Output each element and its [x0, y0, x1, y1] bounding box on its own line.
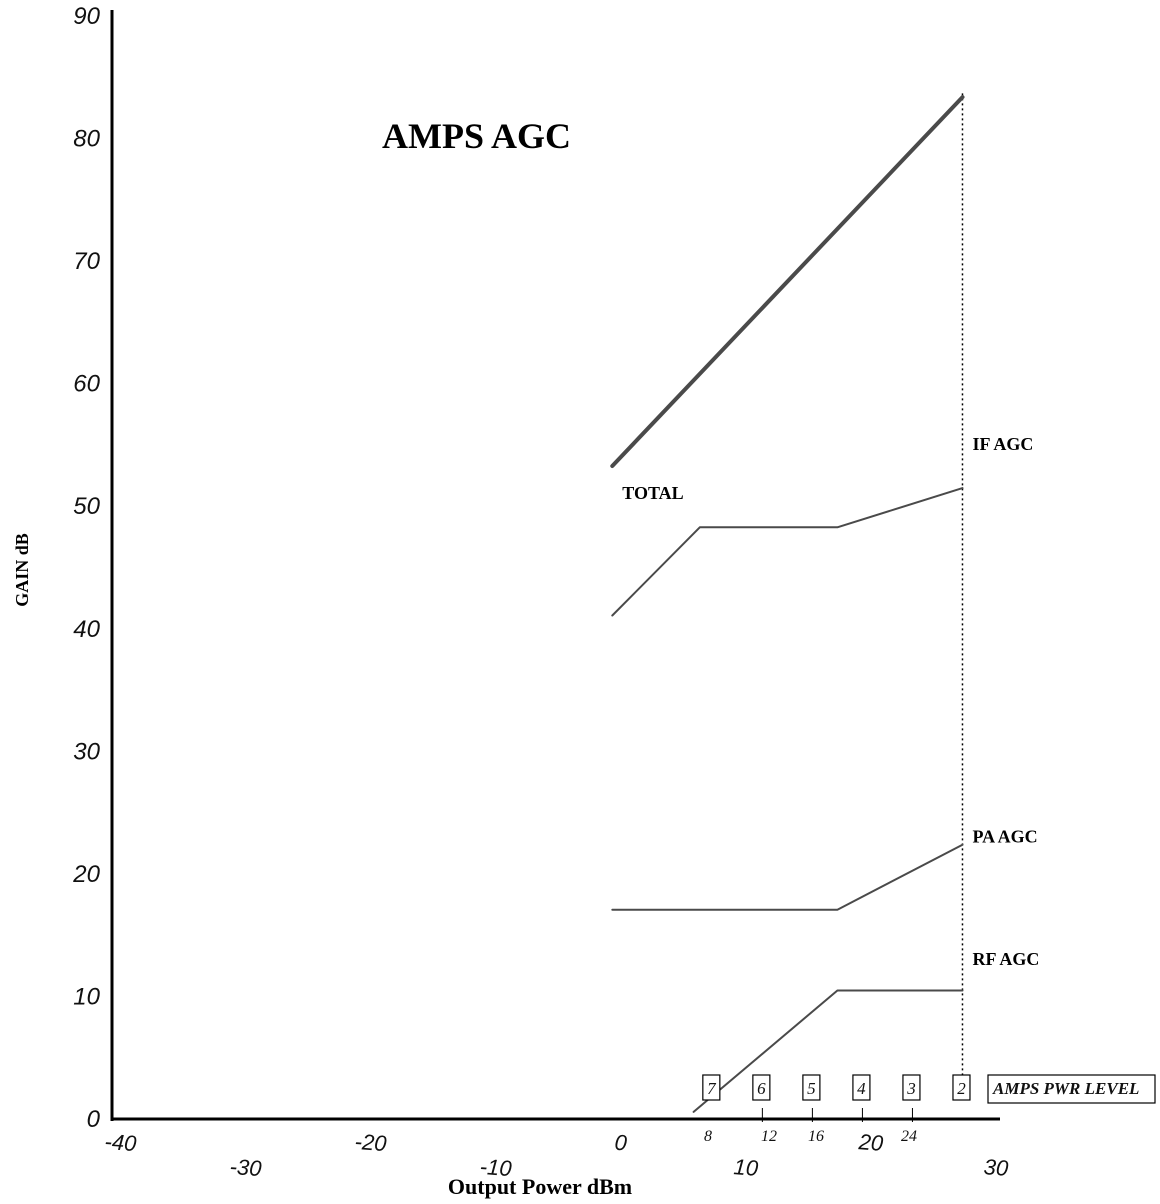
power-level-number: 5: [807, 1079, 816, 1098]
y-tick-label: 80: [73, 126, 100, 153]
y-tick-label: 90: [73, 3, 100, 30]
series-label-pa-agc: PA AGC: [972, 826, 1037, 846]
series-label-if-agc: IF AGC: [972, 434, 1033, 454]
y-tick-label: 30: [73, 738, 100, 765]
chart-title: AMPS AGC: [382, 116, 571, 156]
series-labels: TOTAL IF AGC PA AGC RF AGC: [622, 434, 1039, 969]
power-level-3: 3: [902, 1074, 921, 1122]
x-tick-label: -40: [104, 1129, 138, 1156]
x-tick-labels: -40 -30 -20 -10 0 10 20 30: [104, 1129, 1010, 1181]
power-level-box: [802, 1074, 821, 1101]
power-level-6: 6: [752, 1074, 771, 1122]
power-level-number: 3: [906, 1079, 916, 1098]
power-level-number: 4: [857, 1079, 866, 1098]
power-level-legend-box: [987, 1074, 1156, 1104]
power-level-4: 4: [852, 1074, 871, 1122]
series-line-rf-agc: [692, 989, 964, 1113]
sub-tick-label: 16: [808, 1128, 824, 1145]
y-tick-label: 60: [73, 371, 100, 398]
power-level-number: 6: [757, 1079, 766, 1098]
x-tick-label: -30: [229, 1154, 263, 1181]
power-level-box: [752, 1074, 771, 1101]
sub-tick-label: 12: [761, 1128, 777, 1145]
series-label-rf-agc: RF AGC: [972, 949, 1039, 969]
x-tick-label: -10: [479, 1154, 513, 1181]
x-axis-label: Output Power dBm: [448, 1174, 632, 1199]
series-line-total: [610, 95, 965, 468]
x-tick-label: 20: [857, 1129, 885, 1156]
power-level-box: [952, 1074, 971, 1101]
power-level-5: 5: [802, 1074, 821, 1122]
y-tick-label: 40: [73, 616, 100, 643]
series-label-total: TOTAL: [622, 483, 683, 503]
series-lines: [610, 95, 965, 1113]
power-level-box: [902, 1074, 921, 1101]
y-tick-label: 20: [72, 861, 100, 888]
power-level-7: 7: [702, 1074, 721, 1101]
x-tick-label: 30: [983, 1154, 1010, 1181]
sub-tick-label: 24: [901, 1128, 917, 1145]
x-tick-label: 0: [614, 1130, 629, 1156]
x-tick-label: 10: [733, 1154, 760, 1181]
series-line-if-agc: [611, 487, 964, 617]
power-level-number: 2: [957, 1079, 966, 1098]
y-tick-labels: 0 10 20 30 40 50 60 70 80 90: [72, 3, 100, 1133]
series-line-pa-agc: [611, 843, 964, 911]
power-level-markers: 7 6 5 4 3 2 AMPS PWR LEVEL 8 12 16 24: [702, 1074, 1156, 1145]
x-tick-label: -20: [354, 1129, 388, 1156]
y-tick-label: 10: [73, 983, 100, 1010]
power-level-legend-label: AMPS PWR LEVEL: [992, 1079, 1139, 1098]
power-level-box: [702, 1074, 721, 1101]
axes: [110, 10, 1000, 1121]
sub-tick-label: 8: [704, 1128, 712, 1145]
y-axis-label: GAIN dB: [12, 533, 32, 607]
power-level-box: [852, 1074, 871, 1101]
y-tick-label: 70: [73, 248, 100, 275]
y-tick-label: 50: [73, 493, 100, 520]
power-level-number: 7: [707, 1079, 717, 1098]
power-level-2: 2: [952, 1074, 971, 1101]
y-tick-label: 0: [87, 1106, 101, 1133]
